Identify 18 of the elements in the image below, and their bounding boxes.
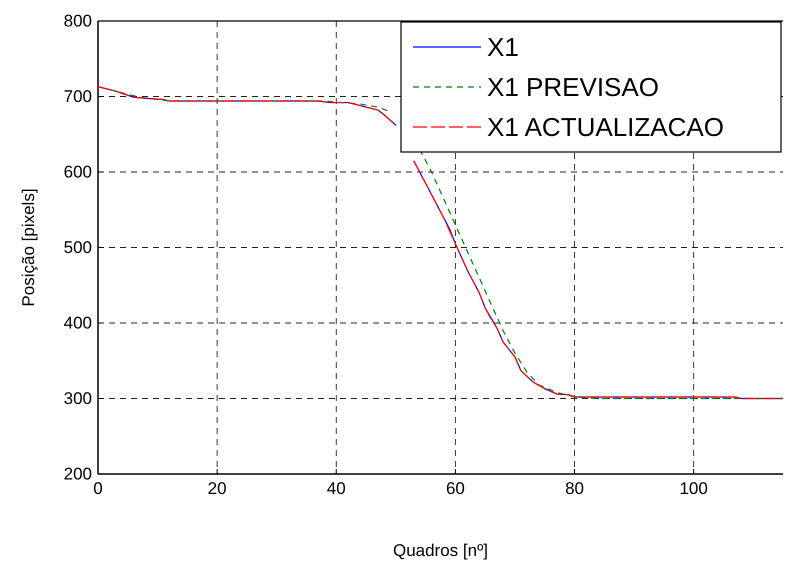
x-tick-label: 80 (565, 479, 584, 498)
legend-label: X1 (487, 32, 519, 62)
x-tick-label: 60 (446, 479, 465, 498)
x-tick-label: 20 (208, 479, 227, 498)
y-tick-label: 500 (64, 238, 92, 257)
y-tick-label: 300 (64, 388, 92, 408)
y-axis-title: Posição [pixels] (19, 188, 38, 307)
y-tick-label: 600 (64, 162, 92, 182)
x-axis-title: Quadros [nº] (392, 541, 488, 560)
legend-label: X1 PREVISAO (487, 72, 659, 102)
legend-label: X1 ACTUALIZACAO (487, 112, 724, 142)
y-tick-label: 700 (64, 86, 92, 106)
x-tick-label: 40 (326, 479, 346, 498)
x-tick-label: 100 (679, 479, 708, 498)
x-tick-label: 0 (93, 479, 103, 498)
y-tick-label: 200 (64, 464, 92, 484)
y-tick-label: 400 (64, 313, 92, 332)
y-tick-label: 800 (64, 11, 92, 30)
